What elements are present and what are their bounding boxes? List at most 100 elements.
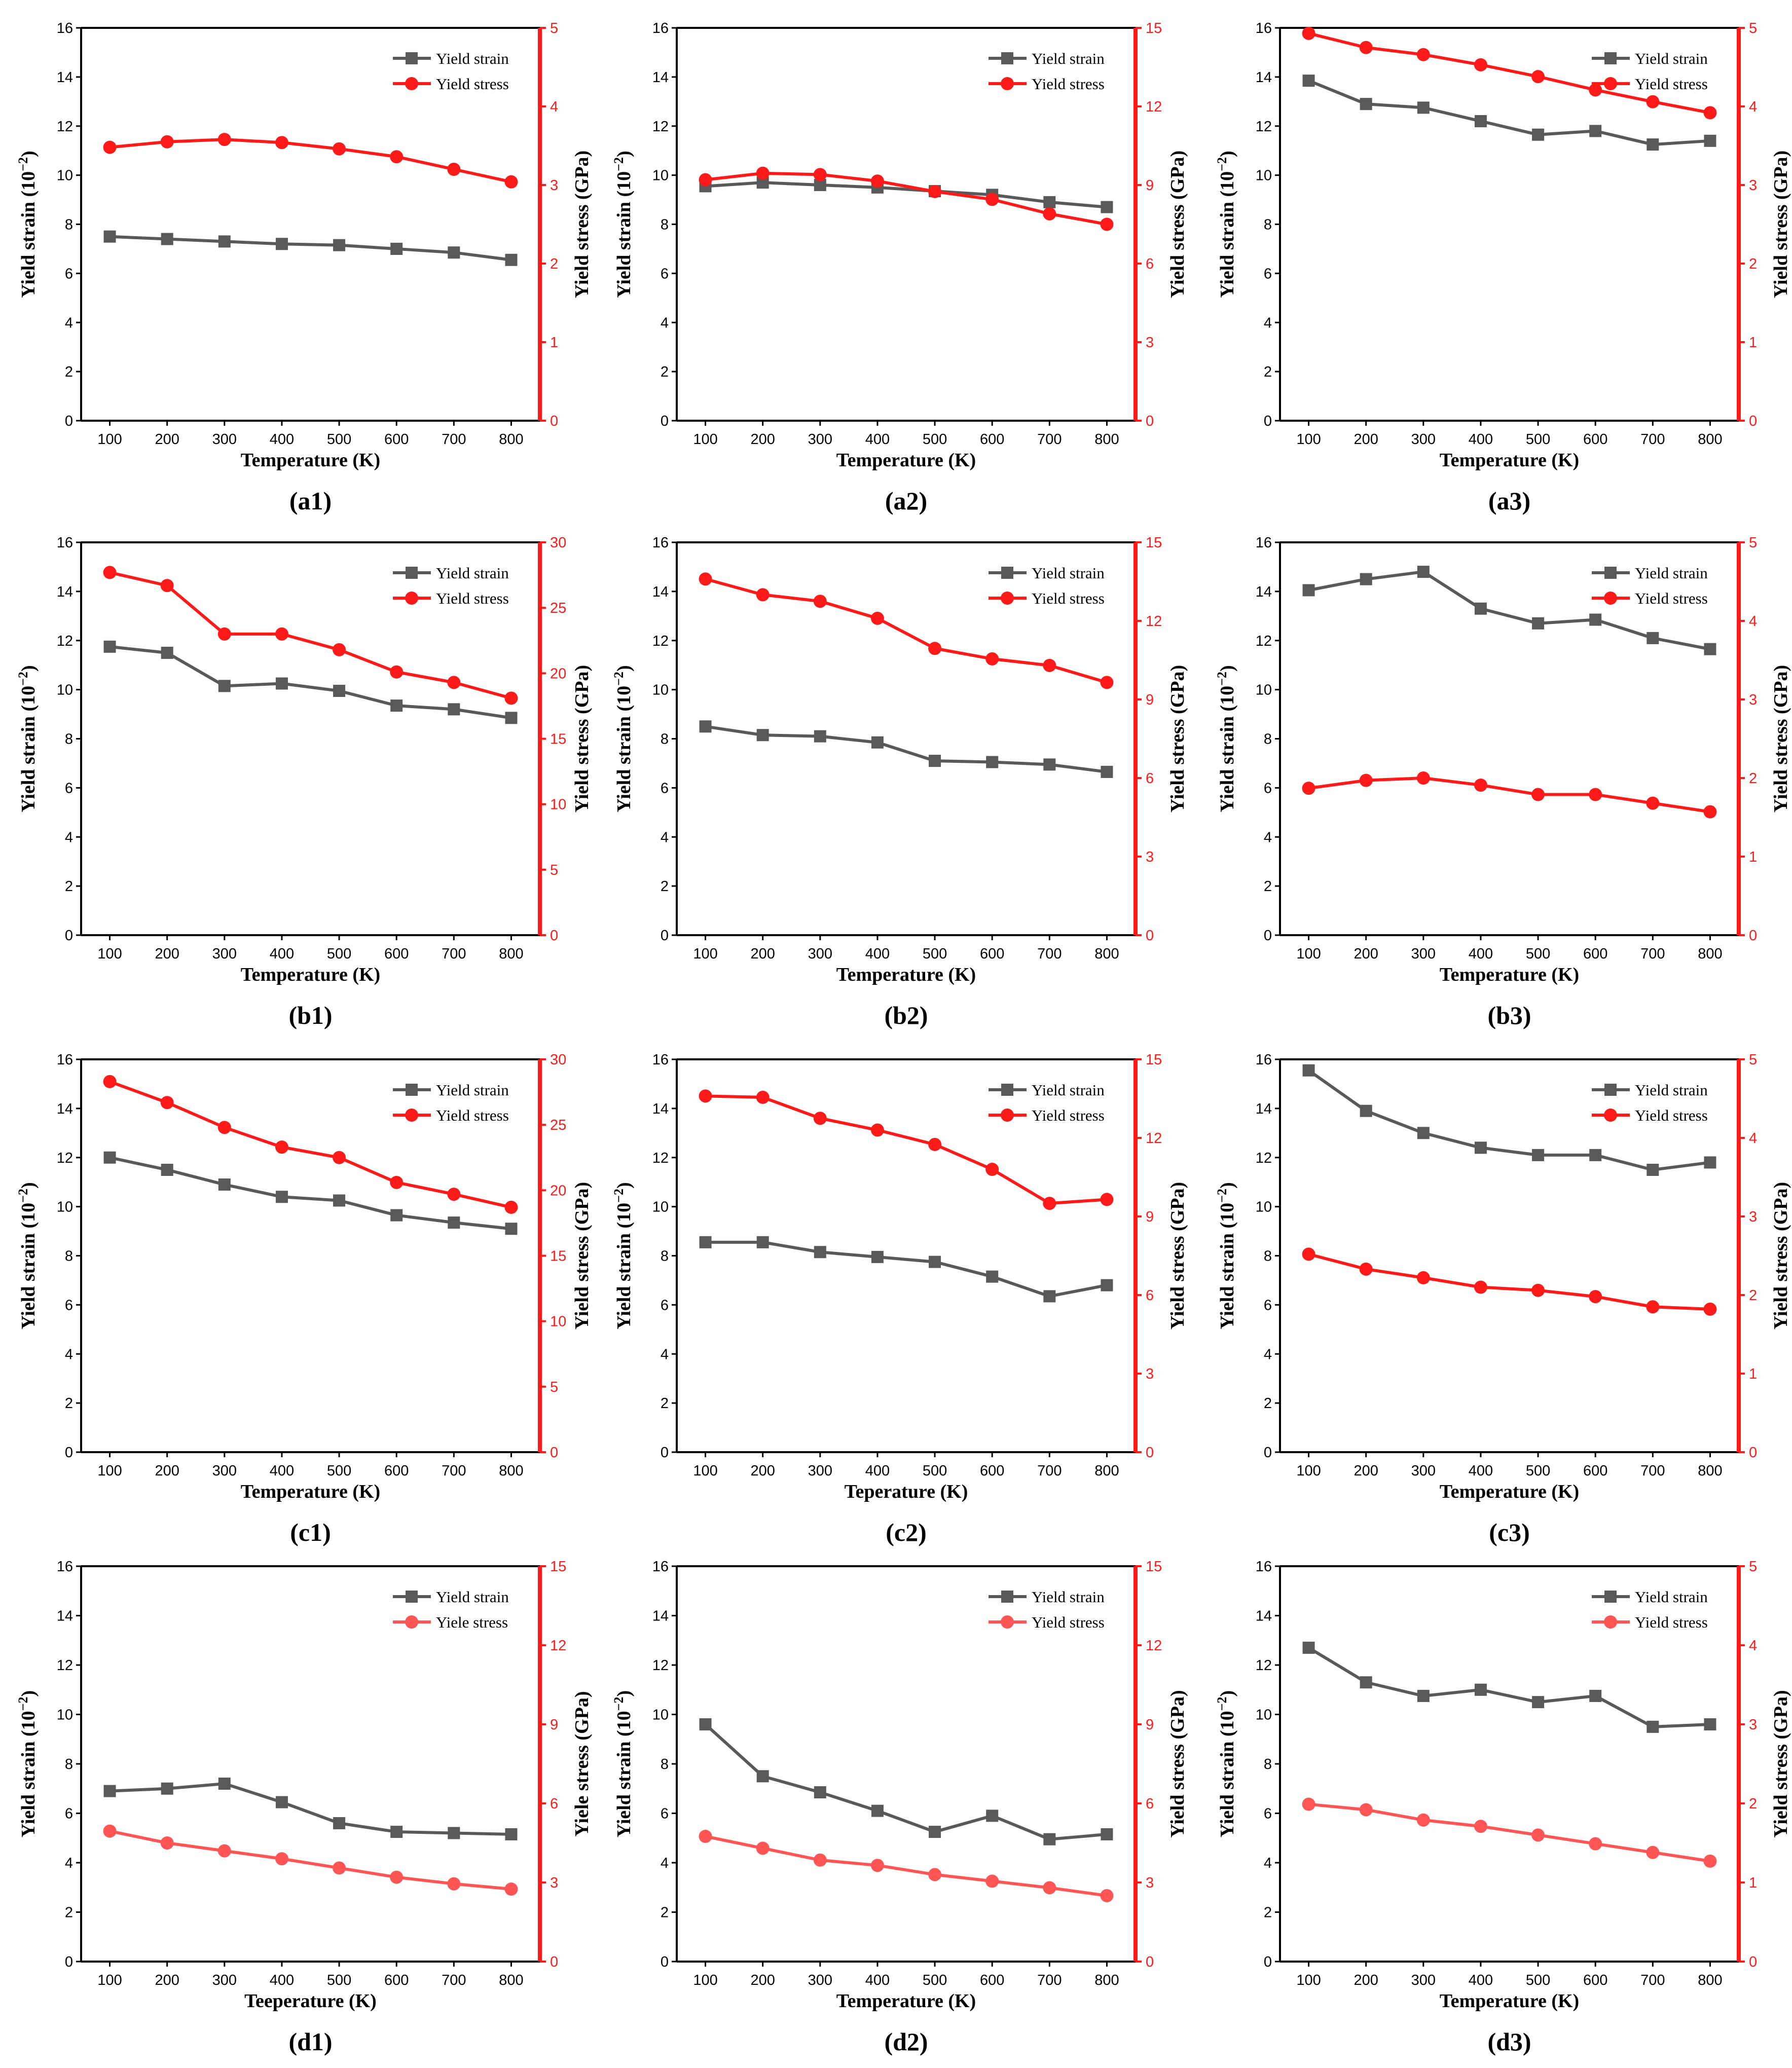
- strain-point: [1417, 1127, 1430, 1139]
- y-axis-title-right: Yiele stress (GPa): [571, 1691, 593, 1836]
- y-axis-title-left-exponent: −2: [611, 672, 626, 686]
- left-tick-label: 6: [661, 266, 669, 282]
- strain-series-line: [1308, 570, 1711, 651]
- right-tick-label: 5: [1749, 1559, 1757, 1575]
- legend-marker-square: [1001, 52, 1013, 64]
- stress-point: [1043, 658, 1056, 672]
- y-axis-title-right: Yield stress (GPa): [571, 151, 593, 298]
- strain-point: [1704, 134, 1716, 147]
- stress-series-line: [1308, 31, 1711, 115]
- right-tick-label: 5: [550, 862, 558, 878]
- stress-point: [1646, 1300, 1660, 1314]
- right-tick-label: 30: [550, 535, 566, 551]
- stress-point: [275, 136, 288, 150]
- left-tick-label: 12: [57, 1150, 73, 1166]
- stress-point: [103, 1075, 117, 1088]
- legend-label: Yield stress: [1635, 589, 1708, 607]
- stress-point: [1043, 1881, 1056, 1895]
- strain-series-line: [1308, 79, 1710, 146]
- stress-point: [699, 1830, 712, 1843]
- right-tick-label: 1: [1749, 849, 1757, 865]
- strain-point: [1589, 1149, 1602, 1161]
- y-axis-title-left: Yield strain (10−2): [611, 1690, 635, 1837]
- x-tick-label: 800: [1698, 1972, 1722, 1988]
- left-tick-label: 6: [1264, 1806, 1272, 1822]
- legend-label: Yield stress: [1032, 1613, 1105, 1631]
- x-tick-label: 700: [1640, 1463, 1665, 1479]
- right-tick-label: 12: [1146, 1130, 1162, 1147]
- y-axis-title-left: Yield strain (10−2): [16, 1182, 39, 1329]
- legend-label: Yield strain: [436, 564, 509, 582]
- left-tick-label: 0: [661, 1445, 669, 1461]
- right-tick-label: 10: [550, 797, 566, 813]
- strain-series-line: [705, 1240, 1108, 1298]
- stress-point: [333, 1151, 346, 1164]
- chart-panel-d2: 0 2 4 6 8 10 12 14 16 0 3 6 9 12 15 100 200 300 400 500 600 7…: [611, 1559, 1188, 2056]
- x-tick-label: 200: [1354, 431, 1378, 448]
- stress-point: [1589, 1837, 1602, 1851]
- stress-point: [1302, 1797, 1315, 1811]
- left-tick-label: 6: [661, 1806, 669, 1822]
- strain-point: [929, 1826, 941, 1838]
- right-tick-label: 3: [1749, 1209, 1757, 1225]
- y-axis-title-left-exponent: −2: [611, 157, 626, 171]
- left-tick-label: 2: [65, 1395, 73, 1412]
- strain-series-line: [1308, 1646, 1710, 1728]
- x-tick-label: 200: [750, 1463, 775, 1479]
- strain-point: [1704, 643, 1716, 655]
- legend-label: Yield stress: [1635, 1613, 1708, 1631]
- y-axis-title-left-close: ): [613, 1690, 635, 1697]
- x-axis-title: Teeperature (K): [244, 1990, 377, 2012]
- strain-point: [1589, 1689, 1602, 1702]
- x-tick-label: 200: [155, 1463, 179, 1479]
- strain-point: [103, 1151, 116, 1164]
- x-tick-label: 800: [1094, 1972, 1119, 1988]
- strain-point: [1532, 617, 1545, 630]
- left-tick-label: 4: [661, 315, 669, 331]
- stress-point: [1474, 1280, 1487, 1294]
- strain-point: [505, 712, 518, 724]
- left-tick-label: 6: [1264, 266, 1272, 282]
- left-tick-label: 10: [57, 1199, 73, 1215]
- left-tick-label: 14: [652, 584, 669, 600]
- left-tick-label: 8: [661, 731, 669, 748]
- left-tick-label: 0: [1264, 928, 1272, 944]
- right-tick-label: 0: [1749, 413, 1757, 429]
- stress-point: [928, 642, 942, 655]
- y-axis-title-left-exponent: −2: [16, 1189, 30, 1203]
- x-tick-label: 800: [499, 1463, 523, 1479]
- x-tick-label: 100: [1296, 1463, 1321, 1479]
- x-tick-label: 700: [1037, 1463, 1062, 1479]
- left-tick-label: 14: [57, 1101, 73, 1117]
- panel-label: (b1): [288, 1001, 332, 1029]
- strain-point: [1532, 1149, 1545, 1161]
- stress-point: [1359, 1803, 1373, 1817]
- x-tick-label: 100: [97, 431, 122, 448]
- strain-point: [1417, 1689, 1430, 1702]
- stress-point: [1100, 1193, 1114, 1206]
- stress-point: [1416, 48, 1430, 61]
- stress-point: [699, 572, 712, 586]
- right-tick-label: 3: [1749, 692, 1757, 708]
- legend-marker-circle: [405, 77, 418, 90]
- x-tick-label: 300: [1411, 1972, 1436, 1988]
- legend-marker-circle: [1001, 1109, 1014, 1122]
- x-tick-label: 800: [499, 1972, 523, 1988]
- x-tick-label: 600: [1583, 1463, 1607, 1479]
- legend-label: Yield stress: [436, 589, 509, 607]
- right-tick-label: 2: [550, 256, 558, 272]
- left-tick-label: 4: [65, 315, 73, 331]
- y-axis-title-right: Yield stress (GPa): [1770, 1182, 1791, 1330]
- left-tick-label: 0: [661, 413, 669, 429]
- legend-label: Yield strain: [1032, 50, 1105, 67]
- stress-point: [1531, 1283, 1545, 1297]
- y-axis-title-left-close: ): [1217, 1690, 1238, 1697]
- y-axis-title-left-close: ): [613, 665, 635, 672]
- y-axis-title-left: Yield strain (10−2): [16, 151, 39, 298]
- stress-point: [756, 1090, 770, 1104]
- stress-point: [390, 665, 404, 679]
- left-tick-label: 2: [661, 1395, 669, 1412]
- right-tick-label: 20: [550, 666, 566, 682]
- strain-point: [1532, 1696, 1545, 1709]
